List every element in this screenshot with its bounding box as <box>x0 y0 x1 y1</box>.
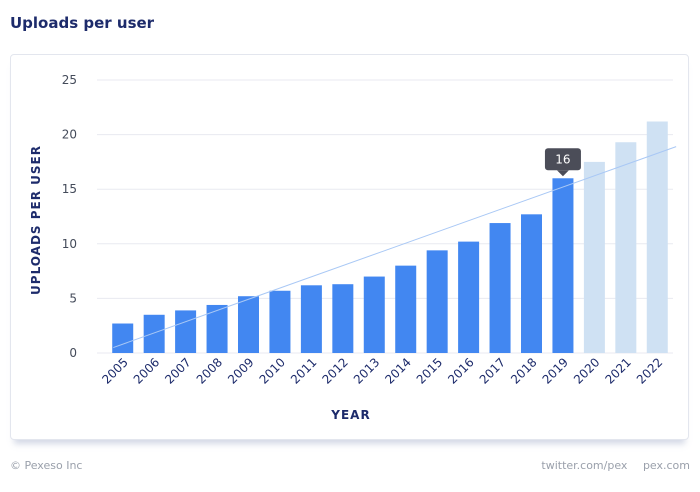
x-tick-label: 2010 <box>257 355 288 386</box>
bar-2022[interactable] <box>646 121 668 353</box>
x-tick-label: 2014 <box>382 355 413 386</box>
x-tick-label: 2020 <box>571 355 602 386</box>
x-tick-label: 2006 <box>131 355 162 386</box>
bars <box>112 121 668 353</box>
tooltip-label: 16 <box>555 152 570 166</box>
x-tick-label: 2013 <box>351 355 382 386</box>
bar-2019[interactable] <box>552 178 574 353</box>
bar-2015[interactable] <box>426 250 448 353</box>
copyright-text: © Pexeso Inc <box>10 459 83 472</box>
bar-2020[interactable] <box>583 161 605 353</box>
trend-line-group <box>113 146 677 349</box>
x-tick-label: 2005 <box>99 355 130 386</box>
x-tick-label: 2022 <box>634 355 665 386</box>
x-tick-label: 2012 <box>319 355 350 386</box>
bar-2011[interactable] <box>300 285 322 353</box>
y-tick-label: 20 <box>62 128 77 142</box>
y-tick-label: 10 <box>62 237 77 251</box>
grid-lines <box>97 79 673 354</box>
bar-2005[interactable] <box>112 323 134 353</box>
bar-2014[interactable] <box>395 265 417 353</box>
x-tick-label: 2007 <box>162 355 193 386</box>
x-tick-label: 2017 <box>477 355 508 386</box>
bar-2008[interactable] <box>206 304 228 353</box>
x-tick-label: 2008 <box>194 355 225 386</box>
x-tick-label: 2011 <box>288 355 319 386</box>
y-tick-label: 5 <box>69 291 77 305</box>
x-axis-ticks: 2005 2006 2007 2008 2009 2010 2011 2012 2013 2014… <box>99 355 665 386</box>
x-tick-label: 2018 <box>508 355 539 386</box>
website-link[interactable]: pex.com <box>642 459 690 472</box>
x-tick-label: 2015 <box>414 355 445 386</box>
x-tick-label: 2021 <box>602 355 633 386</box>
y-tick-label: 25 <box>62 73 77 87</box>
twitter-link[interactable]: twitter.com/pex <box>541 459 628 472</box>
page-title: Uploads per user <box>10 14 155 32</box>
chart-card: 0 5 10 15 20 25 2005 2006 2007 2008 2009 2010 2011 2… <box>10 54 689 440</box>
x-tick-label: 2016 <box>445 355 476 386</box>
trend-line <box>113 146 677 349</box>
y-tick-label: 15 <box>62 182 77 196</box>
y-axis-title: UPLOADS PER USER <box>29 145 43 295</box>
bar-2018[interactable] <box>521 214 542 353</box>
bar-2016[interactable] <box>458 241 480 353</box>
x-axis-title: YEAR <box>330 408 370 422</box>
value-tooltip: 16 <box>544 148 581 177</box>
tooltip-pointer <box>556 170 569 177</box>
bar-2012[interactable] <box>332 284 354 353</box>
bar-2007[interactable] <box>175 310 197 353</box>
bar-2009[interactable] <box>238 296 259 353</box>
bar-2021[interactable] <box>615 142 637 353</box>
tooltip-box <box>544 148 581 171</box>
bar-2010[interactable] <box>269 290 291 353</box>
y-axis-ticks: 0 5 10 15 20 25 <box>62 73 77 360</box>
footer-links: twitter.com/pex pex.com <box>541 459 690 472</box>
bar-2013[interactable] <box>363 276 385 353</box>
x-tick-label: 2019 <box>540 355 571 386</box>
x-tick-label: 2009 <box>225 355 256 386</box>
bar-2006[interactable] <box>143 314 165 353</box>
y-tick-label: 0 <box>69 346 77 360</box>
bar-2017[interactable] <box>489 223 511 353</box>
